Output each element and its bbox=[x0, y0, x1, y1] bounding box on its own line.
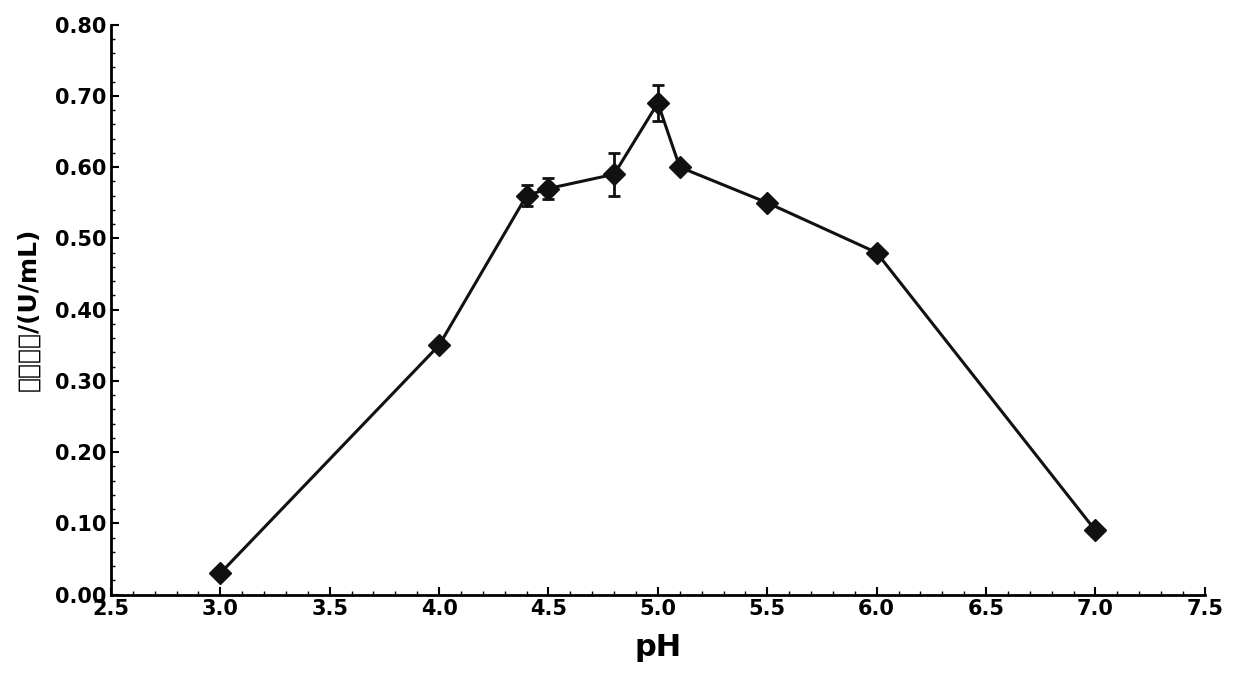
X-axis label: pH: pH bbox=[635, 634, 682, 662]
Y-axis label: 滤纸酶活/(U/mL): 滤纸酶活/(U/mL) bbox=[16, 228, 41, 391]
